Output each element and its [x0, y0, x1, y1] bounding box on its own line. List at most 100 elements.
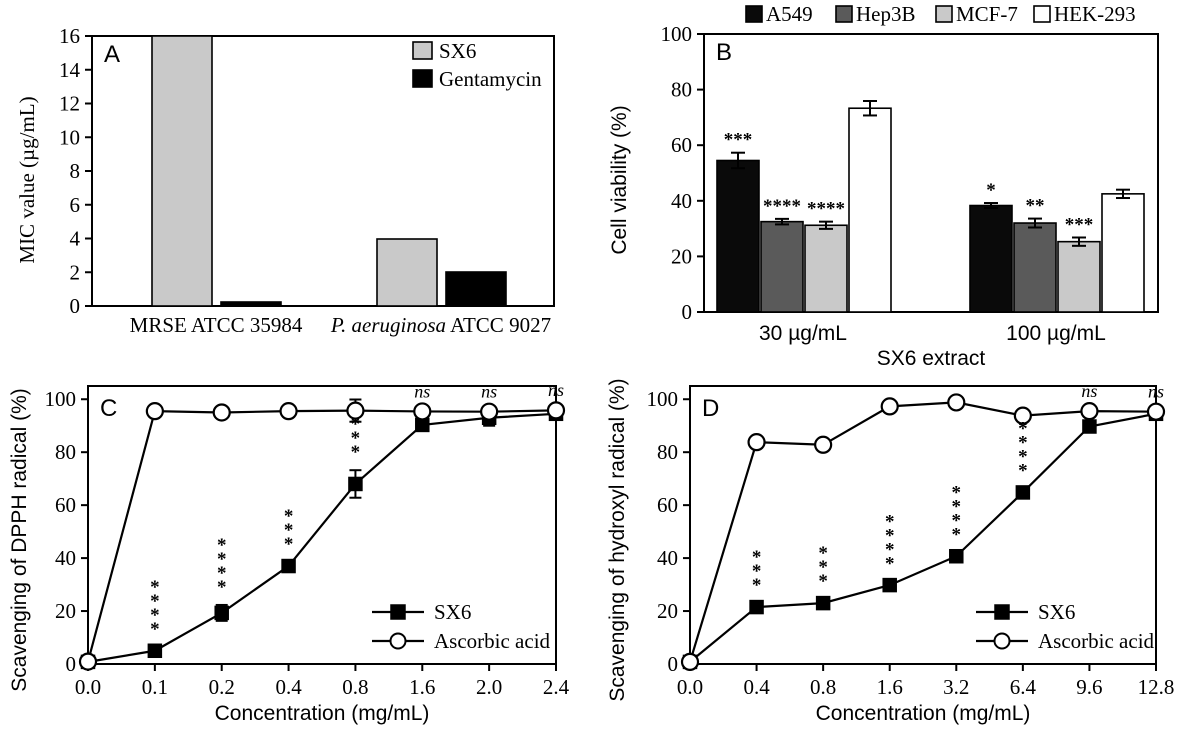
panel-d-ylabel: Scavenging of hydroxyl radical (%): [606, 378, 629, 701]
bar-b-hek-293-g0[interactable]: [848, 107, 892, 313]
panel-c-ylabel: Scavenging of DPPH radical (%): [8, 388, 31, 691]
datapoint-sx6[interactable]: [949, 548, 964, 564]
panel-b-ytick-label: 40: [671, 189, 692, 213]
significance-asterisk: *: [952, 511, 962, 532]
panel-d-legend: SX6 Ascorbic acid: [976, 600, 1155, 653]
datapoint-sx6[interactable]: [147, 643, 163, 659]
significance-label: ***: [1065, 214, 1094, 235]
significance-asterisk: *: [284, 534, 294, 555]
legend-label-gentamycin: Gentamycin: [439, 67, 542, 91]
legend-swatch-mcf7: [935, 5, 953, 23]
xtick-label: 0.2: [209, 675, 235, 699]
datapoint-sx6[interactable]: [214, 605, 229, 621]
line-ascorbic-acid: [688, 401, 1157, 663]
significance-asterisk: *: [217, 577, 227, 598]
ytick-label: 0: [66, 652, 77, 676]
panel-b-ylabel: Cell viability (%): [608, 105, 631, 254]
bar-b-a549-g1[interactable]: [969, 204, 1013, 313]
ytick-label: 100: [45, 387, 77, 411]
datapoint-ascorbic-acid[interactable]: [212, 403, 231, 422]
datapoint-ascorbic-acid[interactable]: [145, 402, 164, 421]
panel-c: Scavenging of DPPH radical (%) 0 20 40 60 80…: [0, 372, 600, 735]
significance-asterisk: *: [885, 539, 895, 560]
datapoint-sx6[interactable]: [1082, 419, 1097, 434]
datapoint-ascorbic-acid[interactable]: [346, 401, 365, 420]
datapoint-ascorbic-acid[interactable]: [78, 652, 98, 671]
xtick-label: 0.1: [142, 675, 168, 699]
legend-marker-d-ascorbic: [993, 632, 1011, 650]
significance-asterisk: *: [284, 506, 294, 527]
significance-asterisk: *: [150, 605, 160, 626]
xtick-label: 2.4: [543, 675, 570, 699]
datapoint-ascorbic-acid[interactable]: [546, 401, 566, 420]
bar-a-paeruginosa-gentamycin[interactable]: [445, 271, 507, 307]
datapoint-ascorbic-acid[interactable]: [279, 402, 298, 421]
bar-a-mrse-sx6[interactable]: [151, 35, 213, 307]
legend-swatch-a549: [745, 5, 763, 23]
panel-b-letter: B: [716, 39, 732, 66]
panel-d-plot-frame: [689, 385, 1157, 665]
datapoint-ascorbic-acid[interactable]: [880, 397, 899, 416]
panel-c-plot-frame: [87, 385, 557, 665]
panel-b-xlabel-100: 100 µg/mL: [1006, 322, 1106, 345]
ytick-label: 20: [657, 599, 678, 623]
panel-b-x-labels: 30 µg/mL 100 µg/mL SX6 extract: [759, 322, 1106, 370]
xtick-label: 1.6: [877, 675, 903, 699]
bar-b-mcf-7-g1[interactable]: [1057, 240, 1101, 313]
datapoint-sx6[interactable]: [281, 558, 296, 574]
panel-b-ytick-label: 80: [671, 78, 692, 102]
datapoint-ascorbic-acid[interactable]: [413, 402, 432, 421]
xtick-label: 2.0: [476, 675, 502, 699]
datapoint-ascorbic-acid[interactable]: [747, 433, 766, 452]
bar-b-mcf-7-g0[interactable]: [804, 224, 848, 313]
datapoint-sx6[interactable]: [882, 577, 897, 593]
legend-swatch-sx6: [412, 41, 433, 60]
panel-a-xlabel-paeruginosa: P. aeruginosa ATCC 9027: [330, 313, 551, 337]
ytick-label: 60: [55, 493, 76, 517]
datapoint-sx6[interactable]: [348, 476, 363, 492]
bar-a-mrse-gentamycin[interactable]: [220, 301, 282, 307]
datapoint-ascorbic-acid[interactable]: [1146, 402, 1166, 421]
significance-asterisk: *: [351, 414, 361, 435]
significance-asterisk: *: [818, 571, 828, 592]
significance-ns: ns: [414, 381, 430, 401]
panel-a-legend: SX6 Gentamycin: [412, 39, 542, 91]
legend-marker-sx6: [390, 604, 406, 620]
datapoint-ascorbic-acid[interactable]: [680, 652, 700, 671]
significance-asterisk: *: [217, 549, 227, 570]
datapoint-ascorbic-acid[interactable]: [814, 435, 833, 454]
bar-b-hep3b-g1[interactable]: [1013, 222, 1057, 313]
datapoint-sx6[interactable]: [749, 599, 764, 615]
significance-label: **: [1026, 196, 1045, 217]
legend-label-a549: A549: [766, 2, 813, 26]
significance-asterisk: *: [885, 553, 895, 574]
significance-asterisk: *: [351, 442, 361, 463]
panel-b-legend: A549 Hep3B MCF-7 HEK-293: [745, 2, 1136, 26]
panel-c-legend: SX6 Ascorbic acid: [372, 600, 551, 653]
datapoint-sx6[interactable]: [1015, 485, 1031, 500]
significance-asterisk: *: [952, 483, 962, 504]
panel-a-ytick-label: 0: [70, 294, 81, 318]
significance-label: ****: [807, 199, 845, 220]
bar-b-hek-293-g1[interactable]: [1101, 193, 1145, 313]
panel-a-ylabel: MIC value (µg/mL): [15, 96, 39, 263]
panel-a: MIC value (µg/mL) 0 2 4 6 8 10 12 14 16 A: [0, 0, 600, 372]
xtick-label: 0.0: [75, 675, 101, 699]
panel-b-xlabel: SX6 extract: [877, 347, 986, 370]
datapoint-ascorbic-acid[interactable]: [480, 402, 499, 421]
significance-asterisk: *: [1018, 419, 1028, 440]
datapoint-ascorbic-acid[interactable]: [1080, 402, 1099, 421]
panel-c-letter: C: [100, 395, 117, 422]
datapoint-ascorbic-acid[interactable]: [947, 393, 966, 412]
significance-asterisk: *: [284, 520, 294, 541]
legend-label-c-sx6: SX6: [434, 600, 471, 624]
datapoint-ascorbic-acid[interactable]: [1013, 406, 1032, 425]
panel-d-xlabel: Concentration (mg/mL): [816, 702, 1031, 725]
bar-a-paeruginosa-sx6[interactable]: [376, 238, 438, 307]
panel-a-y-axis: 0 2 4 6 8 10 12 14 16: [59, 24, 92, 318]
bar-b-hep3b-g0[interactable]: [760, 220, 804, 313]
datapoint-sx6[interactable]: [815, 595, 831, 611]
legend-label-d-ascorbic: Ascorbic acid: [1038, 629, 1155, 653]
bar-b-a549-g0[interactable]: [716, 159, 760, 313]
legend-label-c-ascorbic: Ascorbic acid: [434, 629, 551, 653]
